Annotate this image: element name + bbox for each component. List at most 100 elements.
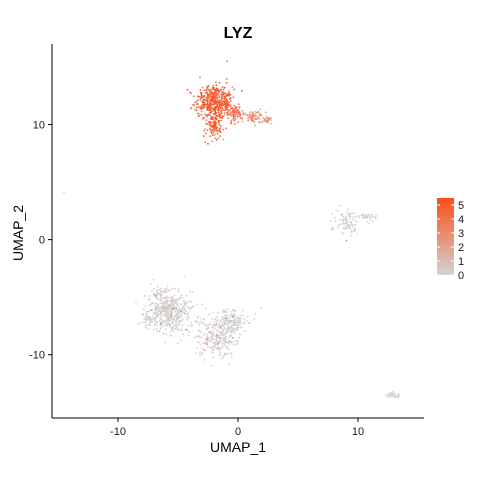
data-point	[225, 352, 228, 355]
data-point	[153, 287, 156, 290]
data-point	[210, 365, 213, 367]
data-point	[199, 89, 202, 91]
data-point	[227, 308, 230, 311]
data-point	[229, 310, 232, 313]
data-point	[200, 331, 203, 334]
data-point	[194, 108, 196, 111]
data-point	[267, 120, 270, 122]
data-point	[225, 127, 228, 130]
data-point	[172, 298, 175, 300]
data-point	[215, 346, 217, 349]
data-point	[337, 225, 339, 228]
data-point	[164, 341, 167, 344]
data-point	[156, 305, 159, 308]
data-point	[155, 327, 158, 330]
data-point	[212, 351, 215, 354]
data-point	[213, 320, 216, 323]
data-point	[350, 231, 353, 234]
data-point	[195, 320, 198, 323]
data-point	[251, 117, 254, 119]
data-point	[178, 309, 180, 312]
data-point	[187, 315, 190, 317]
data-point	[216, 92, 218, 94]
data-point	[391, 392, 394, 395]
data-point	[239, 114, 242, 116]
data-point	[347, 208, 350, 211]
data-point	[63, 191, 65, 194]
data-point	[221, 100, 224, 103]
data-point	[226, 352, 229, 355]
legend-label: 4	[458, 214, 464, 226]
data-point	[212, 324, 215, 327]
data-point	[182, 311, 184, 314]
data-point	[358, 216, 361, 219]
data-point	[345, 221, 348, 224]
data-point	[158, 298, 160, 301]
data-point	[244, 330, 246, 332]
data-point	[169, 316, 171, 318]
data-point	[217, 329, 219, 332]
data-point	[179, 298, 182, 300]
data-point	[164, 290, 167, 293]
data-point	[237, 322, 239, 325]
data-point	[239, 117, 242, 119]
data-point	[219, 130, 222, 132]
data-point	[181, 323, 184, 326]
data-point	[237, 111, 239, 114]
data-point	[203, 95, 206, 97]
data-point	[343, 218, 345, 221]
data-point	[353, 230, 355, 233]
data-point	[234, 343, 237, 346]
data-point	[164, 299, 167, 302]
data-point	[206, 100, 209, 102]
data-point	[233, 119, 236, 122]
data-point	[198, 329, 201, 332]
data-point	[232, 96, 235, 99]
data-point	[212, 93, 215, 96]
data-point	[154, 294, 157, 297]
data-point	[199, 354, 202, 357]
data-point	[186, 88, 189, 91]
data-point	[270, 117, 272, 120]
data-point	[259, 108, 262, 111]
data-point	[228, 336, 231, 338]
data-point	[198, 341, 201, 344]
data-point	[239, 317, 242, 320]
data-point	[149, 282, 152, 285]
data-point	[236, 342, 239, 345]
data-point	[370, 216, 373, 219]
data-point	[204, 98, 207, 101]
data-point	[241, 326, 243, 329]
data-point	[185, 294, 188, 297]
data-point	[212, 335, 214, 337]
data-point	[229, 314, 232, 317]
data-point	[365, 213, 368, 216]
data-point	[231, 336, 234, 339]
data-point	[220, 357, 223, 360]
data-point	[208, 339, 211, 342]
data-point	[164, 309, 167, 311]
data-point	[204, 141, 207, 144]
data-point	[205, 324, 208, 327]
data-point	[212, 95, 214, 97]
data-point	[213, 98, 216, 101]
data-point	[205, 122, 207, 125]
data-point	[148, 295, 150, 297]
data-point	[197, 322, 200, 324]
data-point	[161, 306, 164, 309]
data-point	[220, 347, 223, 350]
data-point	[200, 110, 203, 113]
data-point	[182, 305, 184, 308]
data-point	[228, 363, 231, 366]
data-point	[337, 228, 339, 230]
data-point	[200, 96, 203, 99]
data-point	[141, 313, 144, 316]
data-point	[339, 204, 341, 207]
data-point	[257, 111, 260, 113]
data-point	[255, 112, 257, 114]
data-point	[176, 326, 178, 329]
data-point	[371, 215, 374, 218]
data-point	[232, 321, 235, 324]
data-point	[369, 218, 372, 221]
data-point	[204, 113, 207, 115]
